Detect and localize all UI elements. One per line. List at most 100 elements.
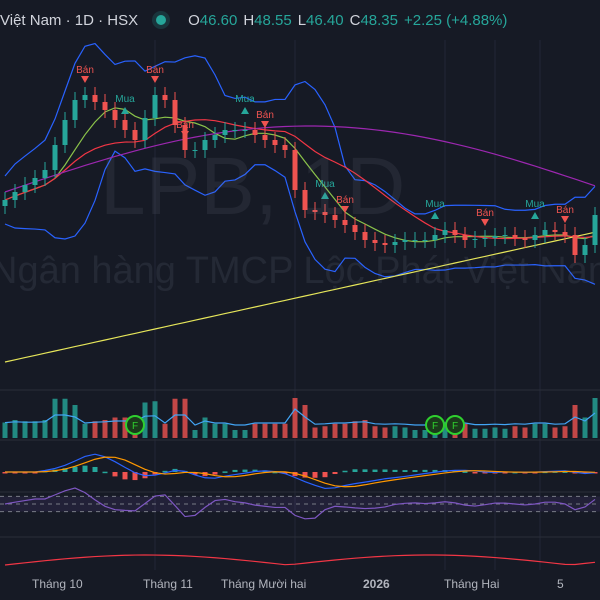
candle-body — [32, 178, 38, 185]
candle-body — [492, 236, 498, 238]
time-label: Tháng 11 — [143, 577, 193, 591]
volume-bar — [362, 420, 368, 438]
volume-bar — [412, 430, 418, 438]
sell-signal-label: Bán — [556, 205, 574, 216]
volume-bar — [522, 427, 528, 438]
macd-histogram-bar — [232, 469, 238, 472]
buy-signal-label: Mua — [425, 199, 445, 210]
volume-bar — [282, 423, 288, 438]
watermark-symbol: LPB, 1D — [100, 141, 406, 232]
earnings-event-label: F — [132, 421, 138, 432]
candle-body — [352, 225, 358, 232]
volume-bar — [502, 428, 508, 438]
candle-body — [482, 238, 488, 239]
sell-arrow-icon — [151, 76, 159, 83]
macd-histogram-bar — [92, 466, 98, 472]
volume-bar — [142, 402, 148, 438]
candle-body — [392, 242, 398, 245]
volume-bar — [162, 423, 168, 438]
candle-body — [212, 135, 218, 140]
high-value: 48.55 — [254, 11, 292, 29]
candle-body — [152, 95, 158, 118]
volume-bar — [62, 398, 68, 438]
candle-body — [532, 235, 538, 240]
volume-bar — [552, 427, 558, 438]
macd-histogram-bar — [502, 472, 508, 474]
ma-200 — [4, 231, 596, 363]
candle-body — [242, 130, 248, 131]
volume-ma — [4, 408, 596, 426]
macd-histogram-bar — [102, 471, 108, 474]
candle-body — [282, 145, 288, 150]
candle-body — [82, 95, 88, 100]
volume-bar — [172, 398, 178, 438]
volume-bar — [262, 423, 268, 438]
volume-bar — [562, 426, 568, 438]
macd-histogram-bar — [322, 472, 328, 478]
macd-histogram-bar — [332, 472, 338, 475]
macd-histogram-bar — [212, 472, 218, 475]
volume-bar — [442, 423, 448, 438]
candle-body — [172, 100, 178, 125]
candle-body — [62, 120, 68, 145]
candle-body — [22, 185, 28, 192]
time-label: Tháng 10 — [32, 577, 83, 591]
volume-bar — [102, 420, 108, 438]
volume-bar — [302, 405, 308, 438]
candle-body — [2, 200, 8, 206]
volume-bar — [52, 398, 58, 438]
market-status-icon — [156, 15, 167, 25]
macd-histogram-bar — [82, 465, 88, 472]
macd-histogram-bar — [372, 469, 378, 472]
candle-body — [522, 238, 528, 240]
volume-bar — [402, 427, 408, 438]
macd-histogram-bar — [112, 472, 118, 477]
sell-signal-label: Bán — [476, 208, 494, 219]
candle-body — [512, 235, 518, 238]
sell-arrow-icon — [261, 121, 269, 128]
symbol-title[interactable]: Việt Nam · 1D · HSX — [0, 11, 139, 29]
time-axis[interactable]: Tháng 10 Tháng 11 Tháng Mười hai 2026 Th… — [0, 570, 600, 600]
candle-body — [552, 230, 558, 232]
earnings-event-icon — [125, 415, 145, 435]
macd-histogram-bar — [122, 472, 128, 480]
candle-body — [472, 239, 478, 240]
candle-body — [132, 130, 138, 140]
volume-bar — [482, 428, 488, 438]
macd-histogram-bar — [472, 472, 478, 474]
candle-body — [192, 150, 198, 151]
volume-bar — [392, 426, 398, 438]
candle-body — [92, 95, 98, 102]
sell-signal-label: Bán — [76, 65, 94, 76]
candle-body — [72, 100, 78, 120]
time-label: Tháng Hai — [444, 577, 500, 591]
volume-bar — [592, 398, 598, 438]
symbol-header: Việt Nam · 1D · HSX O 46.60 H 48.55 L 46.40… — [0, 8, 513, 32]
sell-signal-label: Bán — [256, 110, 274, 121]
high-label: H — [243, 11, 255, 29]
macd-histogram-bar — [432, 469, 438, 472]
time-label: Tháng Mười hai — [221, 577, 307, 591]
buy-arrow-icon — [121, 107, 129, 114]
close-value: 48.35 — [360, 11, 398, 29]
candle-body — [382, 243, 388, 245]
earnings-event-icon — [445, 415, 465, 435]
bollinger-upper — [4, 42, 596, 215]
candle-body — [442, 230, 448, 235]
macd-histogram-bar — [382, 469, 388, 472]
buy-signal-label: Mua — [525, 199, 545, 210]
macd-histogram-bar — [32, 472, 38, 474]
candle-body — [162, 95, 168, 100]
sell-arrow-icon — [341, 206, 349, 213]
macd-histogram-bar — [402, 470, 408, 472]
candle-body — [582, 245, 588, 255]
volume-bar — [182, 398, 188, 438]
buy-arrow-icon — [431, 212, 439, 219]
candle-body — [12, 192, 18, 200]
volume-bar — [572, 405, 578, 438]
buy-signal-label: Mua — [115, 94, 135, 105]
macd-histogram-bar — [292, 472, 298, 477]
volume-bar — [322, 426, 328, 438]
candle-body — [462, 235, 468, 240]
